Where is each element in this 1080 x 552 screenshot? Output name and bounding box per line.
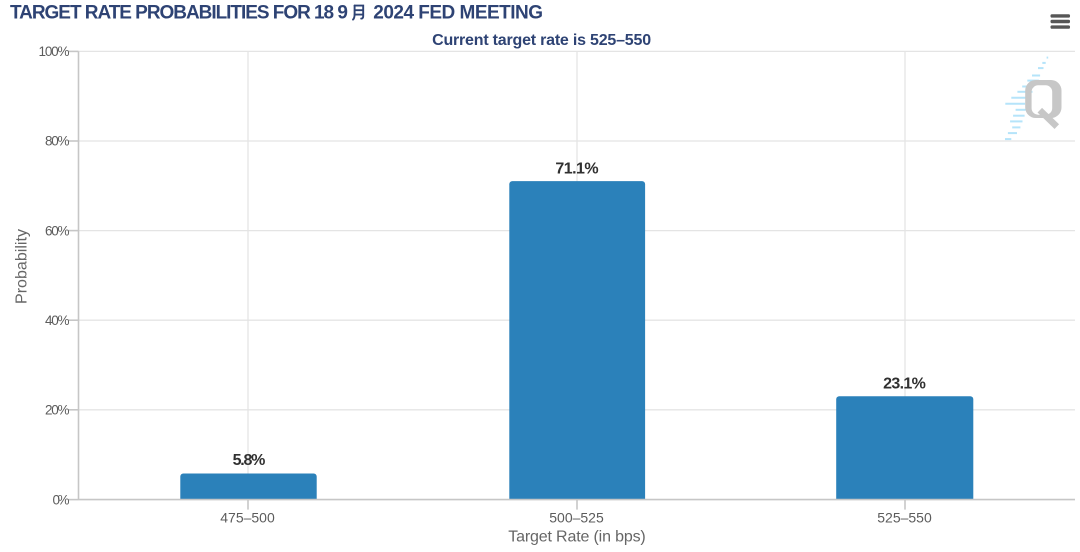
svg-text:475–500: 475–500: [220, 510, 275, 526]
svg-text:23.1%: 23.1%: [883, 375, 926, 392]
svg-text:20%: 20%: [45, 403, 70, 418]
svg-text:71.1%: 71.1%: [555, 160, 598, 177]
svg-text:Target Rate (in bps): Target Rate (in bps): [508, 528, 646, 545]
svg-text:60%: 60%: [45, 223, 70, 238]
svg-text:500–525: 500–525: [549, 510, 604, 526]
svg-text:40%: 40%: [45, 313, 70, 328]
svg-text:525–550: 525–550: [877, 510, 932, 526]
svg-text:0%: 0%: [53, 492, 70, 507]
svg-text:5.8%: 5.8%: [233, 452, 266, 469]
svg-text:2024 FED MEETING: 2024 FED MEETING: [373, 3, 543, 24]
svg-text:Current target rate is 525–550: Current target rate is 525–550: [432, 32, 651, 49]
svg-text:Probability: Probability: [14, 229, 31, 304]
svg-text:TARGET RATE PROBABILITIES FOR: TARGET RATE PROBABILITIES FOR 18 9: [10, 3, 348, 24]
svg-text:100%: 100%: [39, 44, 70, 59]
svg-text:80%: 80%: [45, 134, 70, 149]
